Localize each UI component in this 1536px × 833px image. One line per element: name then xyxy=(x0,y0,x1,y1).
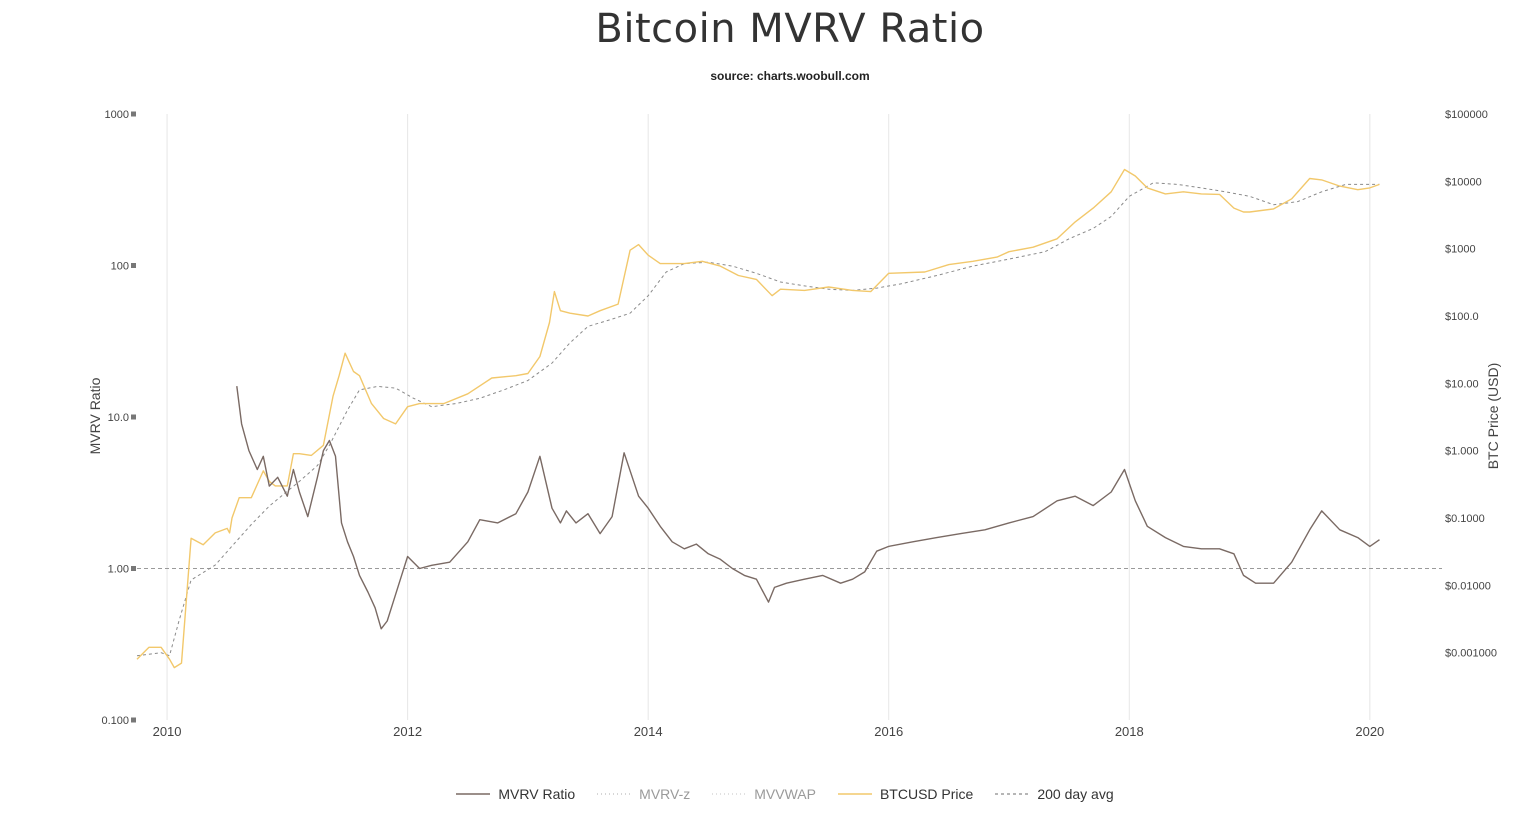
x-tick-label: 2012 xyxy=(393,724,422,739)
series-lines xyxy=(136,168,1380,669)
y-tick-label-right: $0.1000 xyxy=(1445,513,1485,525)
chart-subtitle: source: charts.woobull.com xyxy=(710,69,870,83)
y-axis-label-left: MVRV Ratio xyxy=(87,377,103,454)
x-tick-label: 2014 xyxy=(634,724,663,739)
y-tick-label-left: 1.00 xyxy=(108,564,129,576)
legend-swatch xyxy=(837,793,872,795)
y-axis-label-right: BTC Price (USD) xyxy=(1485,363,1501,470)
legend-swatch xyxy=(597,793,632,795)
legend-item-mvvwap[interactable]: MVVWAP xyxy=(712,786,816,802)
axes: 2010 2012 2014 2016 2018 2020 1000 100 10.0 1.00 0… xyxy=(101,109,1497,739)
legend-label: MVRV-z xyxy=(639,786,691,802)
x-tick-label: 2016 xyxy=(874,724,903,739)
y-tick-label-right: $100000 xyxy=(1445,109,1488,121)
legend-label: 200 day avg xyxy=(1037,786,1114,802)
x-tick-label: 2018 xyxy=(1115,724,1144,739)
gridlines xyxy=(137,114,1442,720)
x-tick-label: 2020 xyxy=(1355,724,1384,739)
x-tick-label: 2010 xyxy=(153,724,182,739)
series-line-200-day-avg xyxy=(136,182,1380,657)
y-tick-label-left: 0.100 xyxy=(101,715,129,727)
y-tick-label-right: $100.0 xyxy=(1445,311,1479,323)
legend-item-mvrv-z[interactable]: MVRV-z xyxy=(597,786,690,802)
legend-label: BTCUSD Price xyxy=(879,786,974,802)
legend-item-mvrv-ratio[interactable]: MVRV Ratio xyxy=(456,786,575,802)
legend-item-200-day-avg[interactable]: 200 day avg xyxy=(995,786,1114,802)
legend-swatch xyxy=(995,793,1030,795)
legend-label: MVVWAP xyxy=(754,786,816,802)
y-tick-label-left: 10.0 xyxy=(108,412,129,424)
y-tick-label-right: $0.01000 xyxy=(1445,580,1491,592)
series-line-btcusd-price xyxy=(136,168,1380,669)
y-tick-mark-left xyxy=(131,111,136,117)
y-tick-label-left: 100 xyxy=(111,261,129,273)
legend-swatch xyxy=(456,793,491,795)
y-tick-mark-left xyxy=(131,414,136,420)
y-tick-label-right: $1.000 xyxy=(1445,446,1479,458)
legend-label: MVRV Ratio xyxy=(498,786,576,802)
y-tick-label-right: $1000 xyxy=(1445,244,1476,256)
y-tick-label-right: $10.00 xyxy=(1445,378,1479,390)
chart-title: Bitcoin MVRV Ratio xyxy=(595,6,985,52)
y-tick-label-right: $0.001000 xyxy=(1445,648,1497,660)
y-tick-label-right: $10000 xyxy=(1445,176,1482,188)
y-tick-label-left: 1000 xyxy=(105,109,129,121)
legend-item-btcusd-price[interactable]: BTCUSD Price xyxy=(837,786,974,802)
chart-plot: 2010 2012 2014 2016 2018 2020 1000 100 10.0 1.00 0… xyxy=(87,109,1501,739)
y-tick-mark-left xyxy=(131,717,136,723)
legend-swatch xyxy=(712,793,747,795)
series-line-mvrv-ratio xyxy=(236,386,1380,630)
chart-legend: MVRV Ratio MVRV-z MVVWAP BTCUSD Price 200 da… xyxy=(0,786,1536,802)
y-tick-mark-left xyxy=(131,263,136,268)
y-tick-mark-left xyxy=(131,566,136,571)
